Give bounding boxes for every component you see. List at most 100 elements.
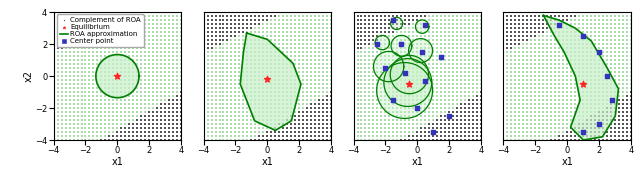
Point xyxy=(250,39,260,42)
Point xyxy=(254,115,264,117)
Point xyxy=(598,19,609,22)
Point xyxy=(112,15,122,18)
Point xyxy=(124,55,134,58)
Point xyxy=(302,111,312,113)
Point xyxy=(234,55,244,58)
Point xyxy=(526,71,536,74)
Point xyxy=(72,91,83,93)
Point xyxy=(476,87,486,89)
Point xyxy=(230,119,241,121)
Point xyxy=(547,27,557,30)
Point xyxy=(227,83,237,86)
Point xyxy=(230,99,241,101)
Point xyxy=(476,115,486,117)
Point xyxy=(128,83,138,86)
Point xyxy=(136,43,147,46)
Point xyxy=(250,95,260,97)
Point xyxy=(298,131,308,133)
Point xyxy=(72,87,83,89)
Point xyxy=(266,107,276,110)
Point xyxy=(522,131,532,133)
Point xyxy=(392,95,403,97)
Point xyxy=(282,11,292,14)
Point xyxy=(448,31,458,34)
Point xyxy=(436,27,447,30)
Point xyxy=(298,119,308,121)
Point xyxy=(376,131,387,133)
Point xyxy=(412,123,422,125)
Point xyxy=(424,43,435,46)
Point xyxy=(298,95,308,97)
Point xyxy=(243,123,253,125)
Point xyxy=(364,71,374,74)
Point xyxy=(353,79,363,82)
Point xyxy=(452,91,463,93)
Point xyxy=(120,15,131,18)
Point xyxy=(412,35,422,38)
Point xyxy=(234,95,244,97)
Point xyxy=(538,87,548,89)
Point xyxy=(460,23,470,26)
Point xyxy=(262,95,273,97)
Point xyxy=(380,47,390,50)
Point xyxy=(472,35,483,38)
Point xyxy=(590,19,600,22)
Point xyxy=(526,103,536,106)
Point xyxy=(510,63,520,66)
Point xyxy=(250,15,260,18)
Point xyxy=(388,79,399,82)
Point xyxy=(385,11,395,14)
Point xyxy=(404,35,415,38)
Point xyxy=(211,111,221,113)
Point xyxy=(156,43,166,46)
Point xyxy=(49,83,59,86)
Point xyxy=(456,15,467,18)
Point xyxy=(456,123,467,125)
Point xyxy=(84,91,95,93)
Point xyxy=(88,27,99,30)
Point xyxy=(586,23,596,26)
Point xyxy=(542,111,552,113)
Point xyxy=(326,39,337,42)
Point xyxy=(388,99,399,101)
Point xyxy=(49,103,59,106)
Point xyxy=(388,75,399,78)
Point xyxy=(156,115,166,117)
Point xyxy=(275,71,285,74)
Point xyxy=(602,11,612,14)
Point xyxy=(88,127,99,130)
Point xyxy=(234,83,244,86)
Point xyxy=(275,127,285,130)
Point xyxy=(364,99,374,101)
Point xyxy=(554,135,564,137)
Point xyxy=(108,59,118,62)
Point xyxy=(376,63,387,66)
Point xyxy=(318,119,328,121)
Point xyxy=(275,111,285,113)
Point xyxy=(534,107,545,110)
Point xyxy=(578,35,588,38)
Point xyxy=(385,135,395,137)
Point xyxy=(464,11,474,14)
Point xyxy=(112,43,122,46)
Point xyxy=(602,47,612,50)
Point xyxy=(234,87,244,89)
Point xyxy=(566,51,577,54)
Point xyxy=(108,31,118,34)
Point xyxy=(298,75,308,78)
Point xyxy=(65,35,75,38)
Point xyxy=(610,71,620,74)
Point xyxy=(227,11,237,14)
Point xyxy=(250,43,260,46)
Point xyxy=(376,15,387,18)
Point xyxy=(160,135,170,137)
Point xyxy=(176,71,186,74)
Point xyxy=(400,51,410,54)
Point xyxy=(266,79,276,82)
Point xyxy=(322,103,332,106)
Point xyxy=(318,35,328,38)
Point xyxy=(563,23,573,26)
Point xyxy=(522,35,532,38)
Point xyxy=(400,115,410,117)
Point xyxy=(144,75,154,78)
